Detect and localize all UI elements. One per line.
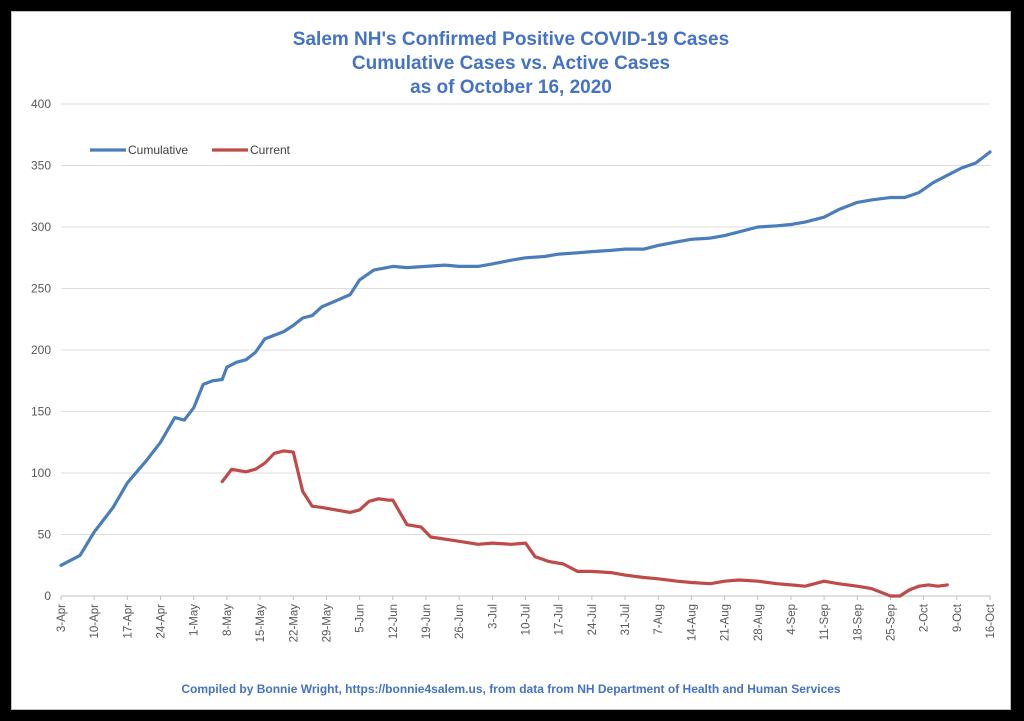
- chart-title-line-1: Salem NH's Confirmed Positive COVID-19 C…: [292, 29, 730, 50]
- x-tick-label: 10-Apr: [89, 604, 101, 639]
- y-tick-label: 250: [31, 282, 51, 296]
- x-tick-label: 16-Oct: [985, 603, 997, 638]
- x-tick-label: 24-Jul: [587, 604, 599, 635]
- x-tick-label: 17-Jul: [554, 604, 566, 635]
- x-tick-label: 12-Jun: [388, 604, 400, 639]
- chart-footer: Compiled by Bonnie Wright, https://bonni…: [181, 682, 841, 696]
- y-tick-label: 350: [31, 159, 51, 173]
- x-tick-label: 14-Aug: [686, 604, 698, 641]
- x-tick-label: 19-Jun: [421, 604, 433, 639]
- chart-title: Salem NH's Confirmed Positive COVID-19 C…: [12, 28, 1010, 100]
- x-tick-label: 2-Oct: [919, 603, 931, 632]
- y-tick-label: 150: [31, 405, 51, 419]
- x-tick-label: 26-Jun: [454, 604, 466, 639]
- x-tick-label: 18-Sep: [852, 604, 864, 641]
- x-tick-label: 22-May: [288, 604, 300, 643]
- legend-label-current: Current: [250, 143, 291, 157]
- y-tick-label: 200: [31, 343, 51, 357]
- x-tick-label: 8-May: [222, 604, 234, 636]
- x-tick-label: 29-May: [321, 604, 333, 643]
- chart-frame: Salem NH's Confirmed Positive COVID-19 C…: [11, 11, 1011, 710]
- y-tick-label: 0: [44, 589, 51, 603]
- x-tick-label: 5-Jun: [355, 604, 367, 633]
- x-tick-label: 10-Jul: [521, 604, 533, 635]
- chart-title-line-3: as of October 16, 2020: [410, 77, 612, 98]
- chart-title-line-2: Cumulative Cases vs. Active Cases: [351, 53, 671, 74]
- y-tick-label: 300: [31, 220, 51, 234]
- x-tick-label: 21-Aug: [720, 604, 732, 641]
- x-tick-label: 9-Oct: [952, 603, 964, 632]
- x-tick-label: 24-Apr: [156, 604, 168, 639]
- y-tick-label: 400: [31, 97, 51, 111]
- x-tick-label: 25-Sep: [885, 604, 897, 641]
- x-tick-label: 1-May: [189, 604, 201, 636]
- x-tick-label: 31-Jul: [620, 604, 632, 635]
- x-tick-label: 4-Sep: [786, 604, 798, 635]
- series-line-cumulative: [59, 150, 992, 567]
- x-tick-label: 3-Apr: [56, 604, 68, 632]
- y-tick-label: 100: [31, 466, 51, 480]
- x-tick-label: 28-Aug: [753, 604, 765, 641]
- x-tick-label: 7-Aug: [653, 604, 665, 635]
- x-tick-label: 17-Apr: [122, 604, 134, 639]
- series-line-current: [220, 449, 949, 598]
- x-tick-label: 15-May: [255, 604, 267, 643]
- legend-label-cumulative: Cumulative: [128, 143, 188, 157]
- x-tick-label: 11-Sep: [819, 604, 831, 640]
- y-tick-label: 50: [38, 528, 52, 542]
- x-tick-label: 3-Jul: [487, 604, 499, 629]
- line-chart: 0 50 100 150 200 250 300 350 400 3-Apr 10-Apr 17-Ap…: [31, 97, 997, 643]
